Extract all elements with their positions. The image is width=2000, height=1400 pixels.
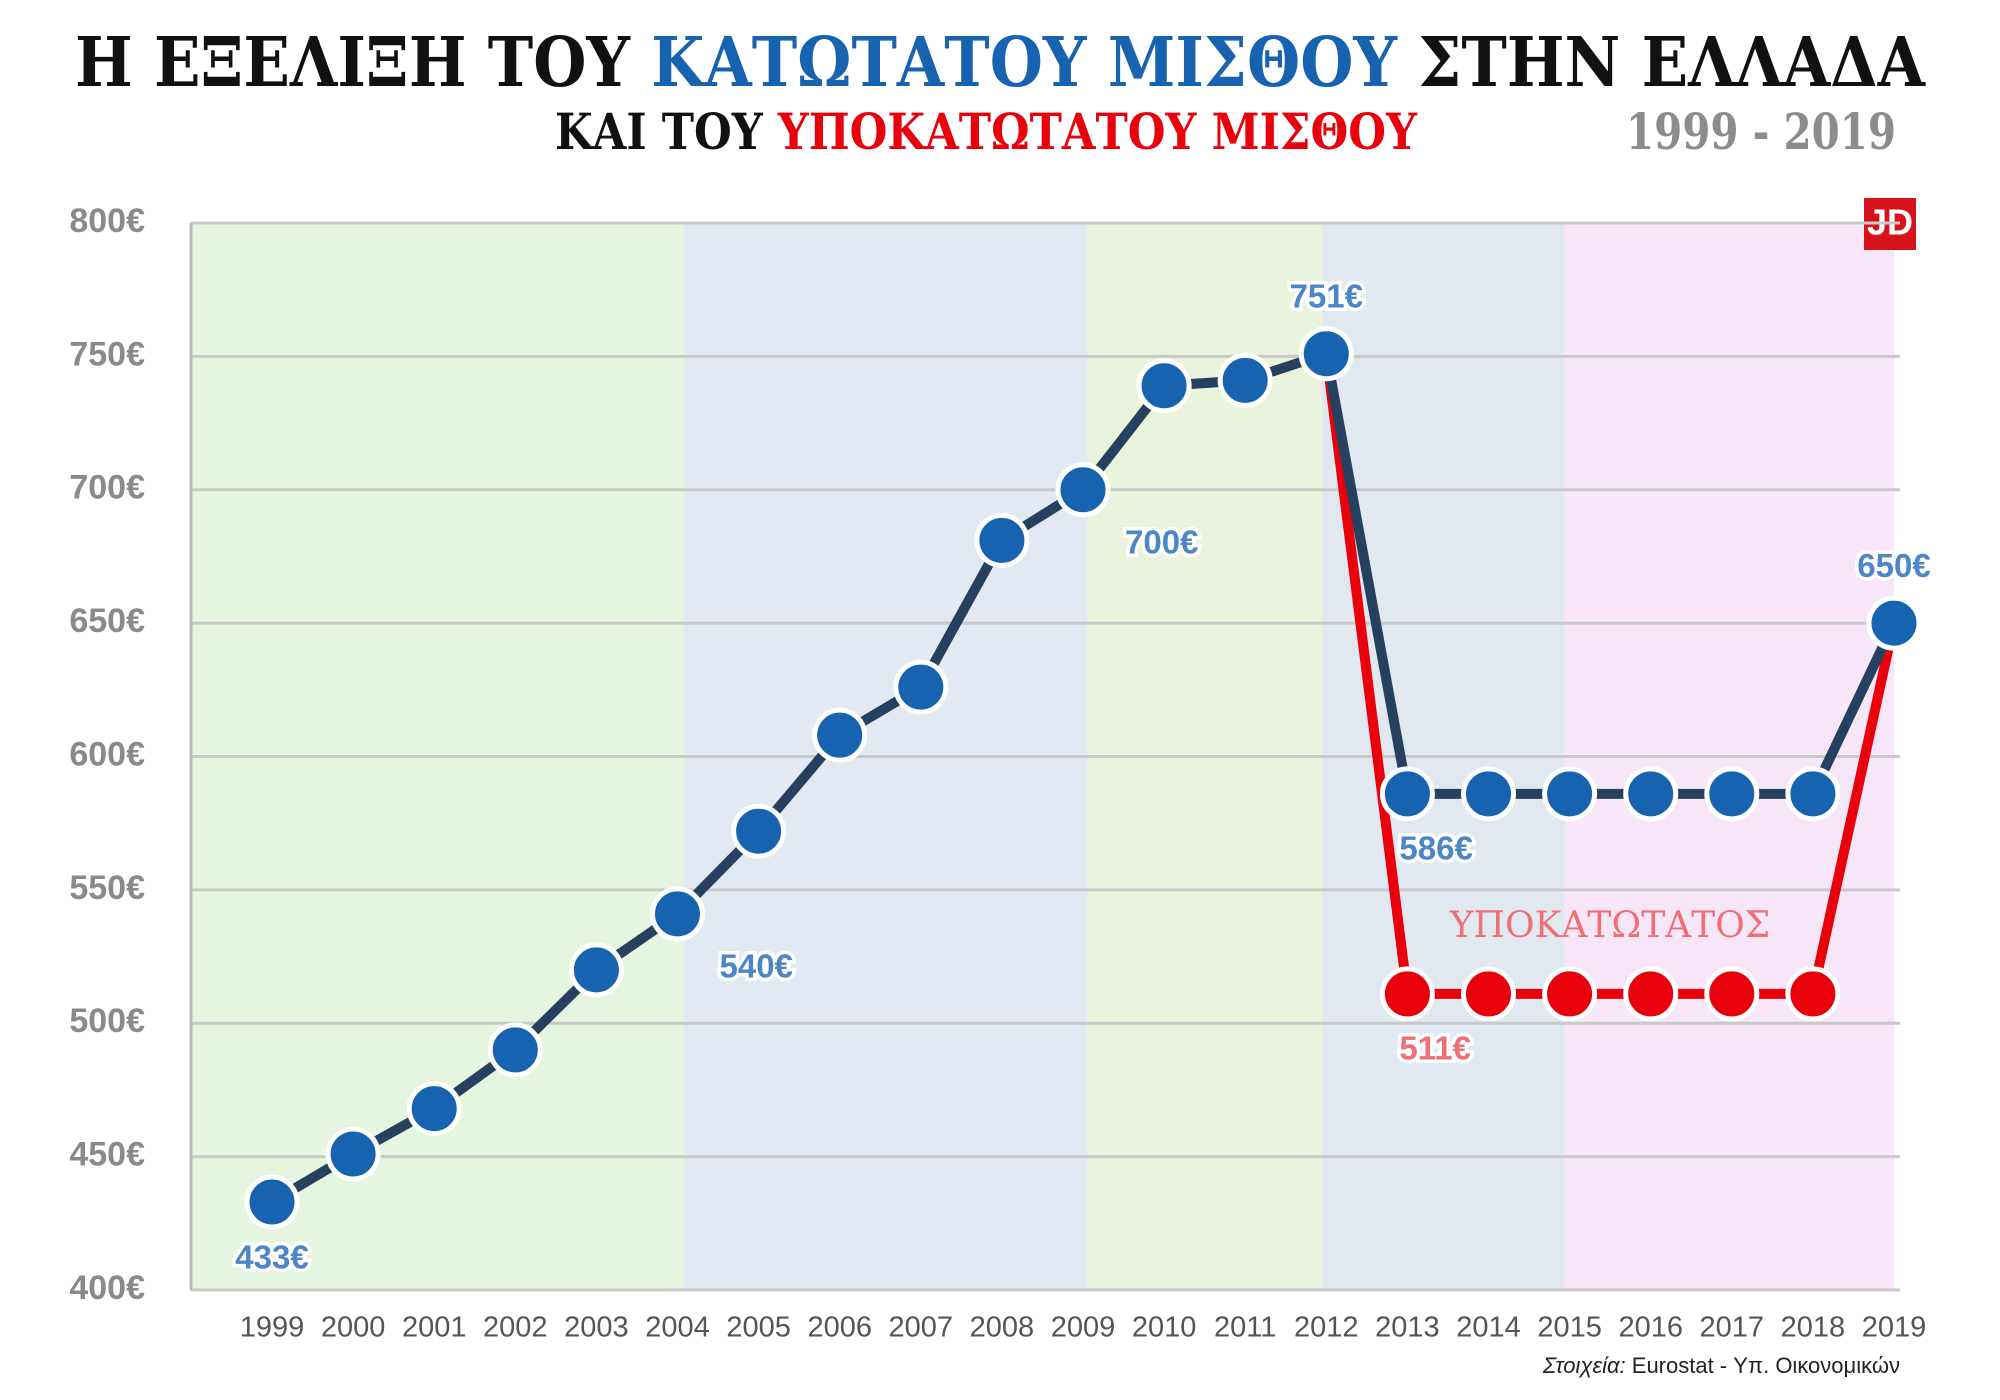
point [1623, 766, 1679, 822]
y-tick-label: 800€ [69, 202, 145, 240]
y-tick-label: 750€ [69, 335, 145, 373]
x-tick-label: 2018 [1781, 1312, 1846, 1344]
point [974, 512, 1030, 568]
x-tick-label: 2017 [1700, 1312, 1765, 1344]
y-tick-label: 500€ [69, 1002, 145, 1040]
y-tick-label: 700€ [69, 469, 145, 507]
point [731, 803, 787, 859]
point [1866, 595, 1922, 651]
x-tick-label: 2005 [726, 1312, 791, 1344]
period: 1999 - 2019 [1626, 102, 1896, 161]
point [1217, 352, 1273, 408]
point [1785, 766, 1841, 822]
annotation: ΥΠΟΚΑΤΩΤΑΤΟΣ [1449, 905, 1770, 946]
x-tick-label: 2011 [1214, 1312, 1276, 1344]
x-tick-label: 2014 [1456, 1312, 1521, 1344]
data-label: 511€ [1399, 1030, 1471, 1067]
point [1461, 766, 1516, 822]
point [1542, 966, 1598, 1022]
title-part: ΚΑΤΩΤΑΤΟΥ ΜΙΣΘΟΥ [651, 23, 1398, 103]
x-tick-label: 2013 [1375, 1312, 1440, 1344]
y-tick-label: 450€ [69, 1136, 145, 1174]
data-label: 650€ [1857, 547, 1930, 584]
title-part: ΣΤΗΝ ΕΛΛΑΔΑ [1397, 23, 1926, 103]
title-part: Η ΕΞΕΛΙΞΗ ΤΟΥ [75, 23, 651, 103]
chart-subtitle: ΚΑΙ ΤΟΥ ΥΠΟΚΑΤΩΤΑΤΟΥ ΜΙΣΘΟΥ [555, 102, 1418, 161]
x-tick-label: 2004 [645, 1312, 710, 1344]
source-label: Στοιχεία: [1542, 1353, 1632, 1378]
point [1542, 766, 1598, 822]
y-tick-label: 550€ [69, 869, 145, 907]
subtitle-part: ΚΑΙ ΤΟΥ [555, 102, 778, 161]
point [487, 1022, 543, 1078]
x-tick-label: 2003 [564, 1312, 629, 1344]
data-label: 586€ [1399, 830, 1472, 867]
x-tick-label: 2008 [970, 1312, 1035, 1344]
chart-title: Η ΕΞΕΛΙΞΗ ΤΟΥ ΚΑΤΩΤΑΤΟΥ ΜΙΣΘΟΥ ΣΤΗΝ ΕΛΛΑ… [75, 23, 1926, 103]
y-tick-label: 600€ [69, 735, 145, 773]
x-tick-label: 2009 [1051, 1312, 1116, 1344]
point [1704, 966, 1760, 1022]
data-label: 540€ [720, 948, 793, 985]
point [1379, 966, 1435, 1022]
point [1136, 358, 1192, 414]
x-tick-label: 2012 [1294, 1312, 1359, 1344]
point [1704, 766, 1760, 822]
data-label: 751€ [1290, 277, 1363, 314]
point [244, 1174, 300, 1230]
point [1379, 766, 1435, 822]
x-tick-label: 2007 [889, 1312, 954, 1344]
point [812, 707, 868, 763]
x-tick-label: 2016 [1618, 1312, 1683, 1344]
x-tick-label: 2002 [483, 1312, 548, 1344]
x-tick-label: 1999 [240, 1312, 305, 1344]
x-tick-label: 2010 [1132, 1312, 1197, 1344]
point [1461, 966, 1516, 1022]
data-label: 700€ [1125, 523, 1198, 560]
x-tick-label: 2000 [321, 1312, 386, 1344]
y-tick-label: 400€ [69, 1269, 145, 1307]
point [650, 886, 705, 942]
data-label: 433€ [235, 1239, 308, 1276]
source-text: Eurostat - Υπ. Οικονομικών [1632, 1353, 1900, 1378]
x-tick-label: 2001 [402, 1312, 467, 1344]
point [325, 1126, 381, 1182]
point [568, 942, 624, 998]
point [1055, 462, 1111, 518]
point [1298, 326, 1354, 382]
source: Στοιχεία: Eurostat - Υπ. Οικονομικών [1542, 1353, 1900, 1378]
x-tick-label: 2006 [807, 1312, 872, 1344]
point [1623, 966, 1679, 1022]
y-tick-label: 650€ [69, 602, 145, 640]
point [406, 1081, 462, 1137]
subtitle-part: ΥΠΟΚΑΤΩΤΑΤΟΥ ΜΙΣΘΟΥ [777, 102, 1418, 161]
x-tick-label: 2019 [1862, 1312, 1927, 1344]
point [1785, 966, 1841, 1022]
x-tick-label: 2015 [1537, 1312, 1602, 1344]
point [893, 659, 949, 715]
